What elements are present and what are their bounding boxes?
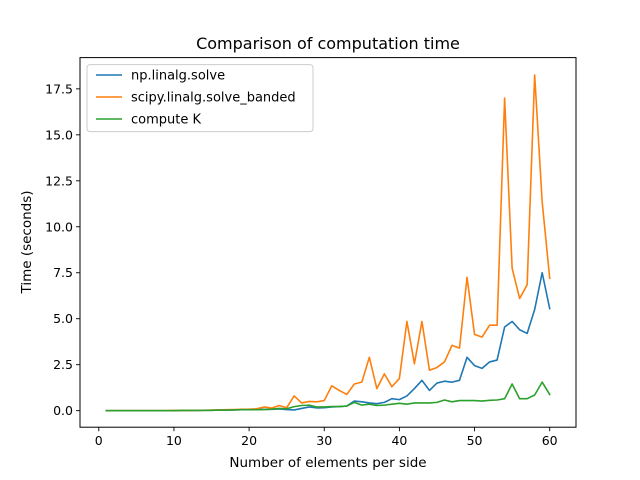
y-tick-label: 10.0 (45, 219, 73, 234)
y-tick-label: 12.5 (45, 173, 73, 188)
x-tick-label: 10 (166, 433, 182, 448)
legend: np.linalg.solve scipy.linalg.solve_banded… (86, 64, 314, 133)
y-tick-label: 7.5 (53, 265, 73, 280)
legend-box (86, 64, 314, 133)
x-tick-label: 60 (542, 433, 558, 448)
y-tick-label: 15.0 (45, 127, 73, 142)
legend-label-2: scipy.linalg.solve_banded (131, 91, 296, 106)
y-tick-label: 0.0 (53, 403, 73, 418)
y-tick-label: 17.5 (45, 81, 73, 96)
y-tick-label: 2.5 (53, 357, 73, 372)
x-axis: 0 10 20 30 40 50 60 (95, 427, 558, 448)
x-axis-label: Number of elements per side (229, 455, 426, 471)
y-axis-label: Time (seconds) (19, 190, 35, 294)
x-tick-label: 0 (95, 433, 103, 448)
chart-title: Comparison of computation time (196, 34, 460, 53)
legend-label-1: np.linalg.solve (131, 69, 225, 84)
legend-label-3: compute K (131, 113, 201, 128)
series-line-3 (105, 381, 551, 412)
y-axis: 0.0 2.5 5.0 7.5 10.0 12.5 15.0 17.5 (45, 81, 80, 418)
x-tick-label: 40 (391, 433, 407, 448)
series-layer (105, 74, 551, 412)
plot-area-frame (79, 57, 577, 428)
x-tick-label: 30 (316, 433, 332, 448)
y-tick-label: 5.0 (53, 311, 73, 326)
x-tick-label: 20 (241, 433, 257, 448)
x-tick-label: 50 (467, 433, 483, 448)
